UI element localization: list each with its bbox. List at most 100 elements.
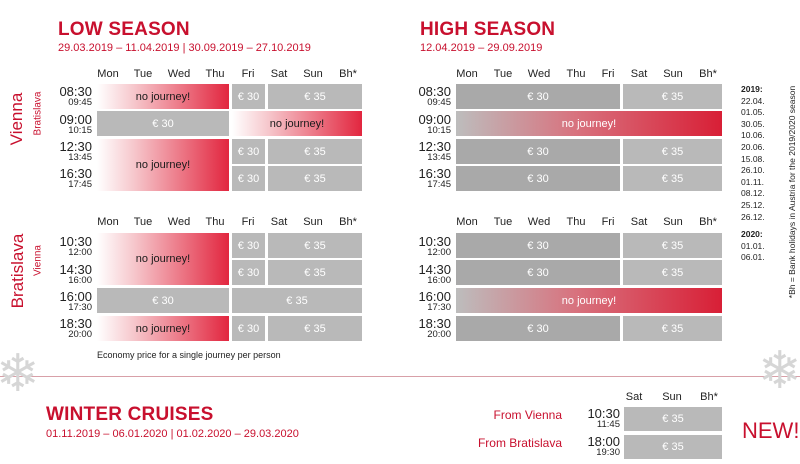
day-header: Sat — [630, 216, 648, 228]
price-cell[interactable]: € 35 — [623, 260, 722, 285]
day-header: Tue — [493, 216, 513, 228]
day-header: Thu — [566, 216, 586, 228]
departure-time: 14:30 — [59, 262, 92, 277]
holiday-date: 08.12. — [741, 188, 765, 199]
day-header: Tue — [493, 68, 513, 80]
day-header: Sun — [303, 216, 323, 228]
arrival-time: 10:15 — [68, 125, 92, 136]
price-cell[interactable]: € 30 — [456, 233, 620, 258]
price-cell[interactable]: € 35 — [624, 435, 722, 459]
arrival-time: 17:30 — [68, 302, 92, 313]
departure-time: 12:30 — [418, 139, 451, 154]
day-header: Bh* — [699, 68, 717, 80]
arrival-time: 12:00 — [427, 247, 451, 258]
day-header: Fri — [241, 68, 255, 80]
day-header: Sat — [625, 391, 643, 403]
arrival-time: 16:00 — [68, 275, 92, 286]
arrival-time: 20:00 — [68, 329, 92, 340]
low-season-title: LOW SEASON — [58, 19, 190, 40]
departure-time: 16:00 — [59, 289, 92, 304]
price-cell[interactable]: € 30 — [456, 139, 620, 164]
price-cell[interactable]: € 30 — [456, 260, 620, 285]
city-label-bratislava-small: Bratislava — [32, 91, 44, 136]
price-cell[interactable]: € 35 — [623, 84, 722, 109]
holiday-date: 25.12. — [741, 199, 765, 210]
day-header: Sun — [303, 68, 323, 80]
arrival-time: 10:15 — [427, 125, 451, 136]
price-cell[interactable]: € 35 — [268, 316, 362, 341]
arrival-time: 17:45 — [427, 179, 451, 190]
no-journey-cell[interactable]: no journey! — [97, 316, 229, 341]
holiday-date: 26.10. — [741, 165, 765, 176]
day-header: Sun — [663, 216, 683, 228]
no-journey-cell[interactable]: no journey! — [232, 111, 362, 136]
departure-time: 09:00 — [59, 112, 92, 127]
city-label-vienna-small: Vienna — [32, 245, 44, 276]
holiday-date: 30.05. — [741, 118, 765, 129]
snowflake-icon: ❄ — [758, 342, 800, 400]
price-cell[interactable]: € 30 — [232, 166, 265, 191]
no-journey-cell[interactable]: no journey! — [97, 233, 229, 285]
day-header: Thu — [566, 68, 586, 80]
arrival-time: 19:30 — [596, 447, 620, 458]
price-cell[interactable]: € 35 — [624, 407, 722, 431]
no-journey-cell[interactable]: no journey! — [97, 139, 229, 191]
no-journey-cell[interactable]: no journey! — [456, 288, 722, 313]
holiday-date: 10.06. — [741, 130, 765, 141]
price-cell[interactable]: € 30 — [232, 316, 265, 341]
bank-holidays-list: 2019: 22.04. 01.05. 30.05. 10.06. 20.06.… — [741, 84, 775, 264]
from-vienna-label: From Vienna — [493, 408, 562, 422]
price-cell[interactable]: € 35 — [268, 139, 362, 164]
price-cell[interactable]: € 30 — [232, 139, 265, 164]
day-header: Wed — [527, 216, 551, 228]
departure-time: 08:30 — [59, 84, 92, 99]
price-cell[interactable]: € 30 — [456, 316, 620, 341]
price-cell[interactable]: € 30 — [97, 288, 229, 313]
day-header: Fri — [601, 216, 615, 228]
day-header: Mon — [456, 68, 478, 80]
price-cell[interactable]: € 30 — [456, 166, 620, 191]
price-cell[interactable]: € 35 — [268, 260, 362, 285]
no-journey-cell[interactable]: no journey! — [97, 84, 229, 109]
price-cell[interactable]: € 35 — [232, 288, 362, 313]
price-cell[interactable]: € 30 — [232, 233, 265, 258]
holiday-date: 06.01. — [741, 252, 765, 263]
day-header: Thu — [205, 68, 225, 80]
price-cell[interactable]: € 35 — [623, 166, 722, 191]
departure-time: 09:00 — [418, 112, 451, 127]
day-header: Tue — [133, 68, 153, 80]
day-header: Wed — [167, 216, 191, 228]
city-label-bratislava: Bratislava — [8, 233, 27, 309]
departure-time: 10:30 — [587, 406, 620, 421]
winter-cruises-dates: 01.11.2019 – 06.01.2020 | 01.02.2020 – 2… — [46, 428, 299, 440]
price-cell[interactable]: € 35 — [623, 233, 722, 258]
price-cell[interactable]: € 30 — [456, 84, 620, 109]
price-cell[interactable]: € 35 — [623, 316, 722, 341]
departure-time: 10:30 — [59, 234, 92, 249]
arrival-time: 17:45 — [68, 179, 92, 190]
price-cell[interactable]: € 35 — [623, 139, 722, 164]
arrival-time: 09:45 — [427, 97, 451, 108]
departure-time: 10:30 — [418, 234, 451, 249]
day-header: Sun — [663, 68, 683, 80]
holiday-date: 15.08. — [741, 153, 765, 164]
no-journey-cell[interactable]: no journey! — [456, 111, 722, 136]
day-header: Bh* — [700, 391, 718, 403]
departure-time: 08:30 — [418, 84, 451, 99]
day-header: Bh* — [699, 216, 717, 228]
day-header: Bh* — [339, 68, 357, 80]
day-header: Wed — [167, 68, 191, 80]
price-cell[interactable]: € 30 — [97, 111, 229, 136]
price-cell[interactable]: € 30 — [232, 84, 265, 109]
day-header: Sun — [662, 391, 682, 403]
price-cell[interactable]: € 30 — [232, 260, 265, 285]
price-cell[interactable]: € 35 — [268, 166, 362, 191]
departure-time: 16:30 — [418, 166, 451, 181]
day-header: Mon — [97, 68, 119, 80]
day-header: Thu — [205, 216, 225, 228]
price-cell[interactable]: € 35 — [268, 233, 362, 258]
arrival-time: 20:00 — [427, 329, 451, 340]
from-bratislava-label: From Bratislava — [477, 436, 562, 450]
holiday-date: 01.05. — [741, 107, 765, 118]
price-cell[interactable]: € 35 — [268, 84, 362, 109]
